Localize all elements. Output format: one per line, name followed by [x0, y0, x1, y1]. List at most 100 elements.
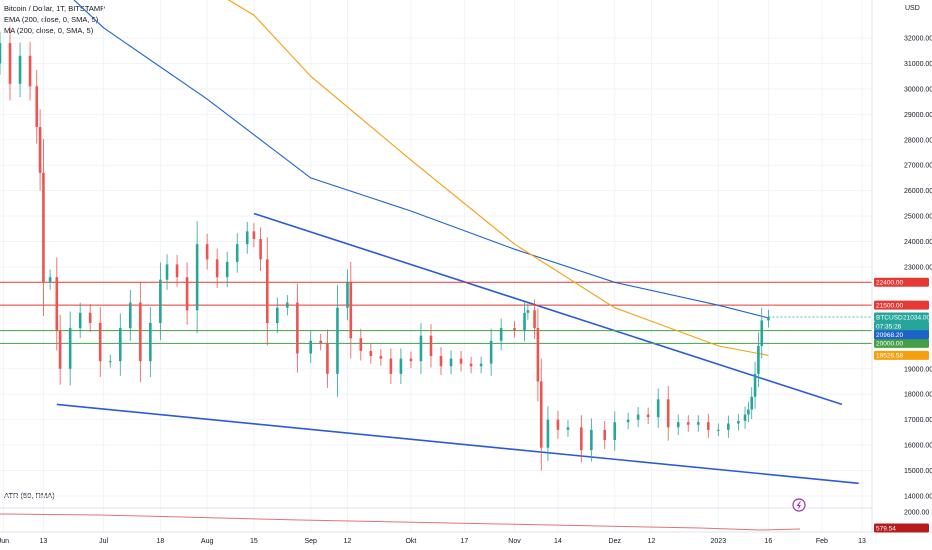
candle: [265, 259, 269, 323]
candle: [753, 373, 757, 397]
y-tick-label: 19000.00: [904, 366, 932, 373]
candle: [346, 282, 349, 308]
x-tick-label: Nov: [508, 538, 521, 545]
candle: [235, 244, 239, 262]
time-axis[interactable]: Jun 13 Jul 18 Aug 15 Sep 12 Okt 17 Nov 14 Dez 12 2023 1…: [0, 531, 932, 545]
candle: [8, 43, 12, 84]
symbol-title[interactable]: Bitcoin / Dollar, 1T, BITSTAMP: [4, 4, 106, 13]
candle: [489, 340, 493, 364]
x-tick-label: 12: [344, 538, 352, 545]
candle: [566, 427, 570, 430]
candle: [276, 307, 279, 323]
candle: [18, 55, 22, 84]
ma-line: [227, 0, 769, 356]
candle: [580, 427, 583, 451]
candle: [88, 312, 92, 323]
x-tick-label: 16: [765, 538, 773, 545]
candle: [399, 358, 403, 374]
candle: [165, 264, 169, 280]
atr-line: [0, 513, 801, 531]
candle: [743, 414, 747, 421]
candle: [68, 328, 72, 369]
candle: [78, 312, 82, 329]
atr-value-tag-bg: [874, 523, 929, 533]
candle: [626, 419, 630, 423]
x-tick-label: Jul: [99, 538, 108, 545]
ema-legend[interactable]: EMA (200, close, 0, SMA, 5): [4, 15, 99, 24]
trendlines[interactable]: [56, 212, 859, 485]
candle: [429, 335, 433, 357]
candle: [513, 328, 516, 331]
events-icon[interactable]: [792, 498, 806, 512]
candle: [767, 317, 770, 321]
candle: [139, 302, 142, 362]
y-tick-label: 32000.00: [904, 36, 932, 43]
countdown-tag: 07:35:26: [876, 323, 902, 330]
candle: [58, 330, 62, 369]
candle: [727, 423, 730, 430]
trendline: [56, 403, 859, 485]
candle: [185, 277, 189, 311]
x-tick-label: 13: [858, 538, 866, 545]
trendline: [253, 212, 843, 406]
level-tag-3: 20000.00: [876, 341, 903, 348]
y-tick-label: 28000.00: [904, 137, 932, 144]
x-tick-label: 13: [40, 538, 48, 545]
candle: [108, 361, 112, 363]
horizontal-levels[interactable]: [0, 281, 872, 344]
candle: [613, 422, 617, 441]
candle: [259, 239, 262, 260]
candle: [706, 422, 710, 430]
candle: [98, 322, 102, 362]
candle: [747, 409, 750, 415]
countdown-tag-bg: [874, 321, 929, 331]
y-tick-label: 14000.00: [904, 494, 932, 501]
candles: [0, 26, 770, 471]
candle: [603, 429, 607, 441]
last-price-tag-bg: [874, 312, 929, 322]
x-tick-label: 17: [461, 538, 469, 545]
price-tags: 22400.0021500.0020500.0020000.00BTCUSD21…: [768, 277, 930, 533]
y-tick-label: 25000.00: [904, 214, 932, 221]
x-tick-label: Feb: [816, 538, 828, 545]
candle: [128, 302, 132, 329]
candle: [546, 419, 550, 448]
x-tick-label: 14: [554, 538, 562, 545]
candle: [35, 86, 39, 128]
candle: [369, 350, 373, 357]
atr-tick-label: 2000.00: [904, 510, 929, 517]
x-tick-label: Dez: [609, 538, 622, 545]
ma-legend[interactable]: MA (200, close, 0, SMA, 5): [4, 26, 94, 35]
candle: [750, 396, 754, 410]
x-tick-label: 12: [648, 538, 656, 545]
candle: [349, 282, 353, 339]
ema-price-tag-bg: [874, 330, 929, 340]
level-tag-1: 21500.00: [876, 302, 903, 309]
candle: [252, 231, 256, 240]
candle: [696, 422, 700, 425]
candle: [666, 399, 670, 428]
y-tick-label: 17000.00: [904, 417, 932, 424]
level-tag-0-bg: [874, 277, 929, 287]
y-tick-label: 15000.00: [904, 468, 932, 475]
atr-value-tag: 579.54: [876, 525, 896, 532]
candle: [118, 328, 122, 362]
candle: [469, 363, 473, 367]
candle: [336, 307, 339, 374]
candle: [48, 277, 52, 283]
y-tick-label: 23000.00: [904, 265, 932, 272]
atr-pane: [0, 507, 872, 531]
last-price-value: 21034.00: [903, 314, 930, 321]
ema-line: [73, 0, 769, 319]
candle: [286, 302, 289, 308]
candle: [309, 340, 313, 354]
y-tick-label: 24000.00: [904, 239, 932, 246]
level-tag-1-bg: [874, 300, 929, 310]
x-tick-label: Sep: [304, 538, 317, 545]
price-axis[interactable]: USD 32000.00 31000.00 30000.00 29000.00 2800…: [871, 0, 932, 532]
candle: [326, 343, 329, 374]
candle: [717, 429, 720, 431]
candle: [175, 264, 179, 278]
candle: [533, 310, 536, 329]
